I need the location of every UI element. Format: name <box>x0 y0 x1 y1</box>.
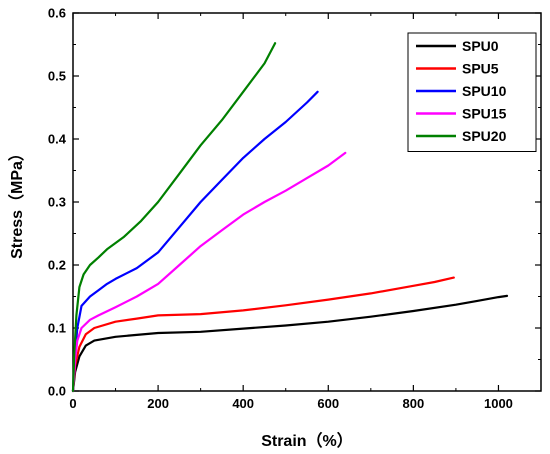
series-line-spu0 <box>71 294 509 393</box>
series-line-spu5 <box>71 276 455 393</box>
y-tick-label: 0.3 <box>48 195 66 210</box>
series-line-spu15 <box>71 151 347 393</box>
legend-label-spu20: SPU20 <box>462 128 507 144</box>
y-tick-label: 0.6 <box>48 6 66 21</box>
legend-label-spu0: SPU0 <box>462 38 499 54</box>
y-tick-label: 0.1 <box>48 321 66 336</box>
legend: SPU0 SPU5 SPU10 SPU15 SPU20 <box>407 32 537 152</box>
y-tick-label: 0.5 <box>48 69 66 84</box>
x-tick-label: 200 <box>147 396 169 411</box>
series-lines <box>71 42 509 393</box>
y-tick-label: 0.2 <box>48 258 66 273</box>
x-tick-label: 1000 <box>484 396 513 411</box>
series-line-spu10 <box>71 90 319 393</box>
y-tick-label: 0.0 <box>48 384 66 399</box>
series-line-spu20 <box>71 42 277 393</box>
y-tick-label: 0.4 <box>48 132 67 147</box>
x-tick-label: 400 <box>232 396 254 411</box>
y-axis-title: Stress（MPa） <box>8 145 26 259</box>
x-tick-label: 600 <box>317 396 339 411</box>
x-tick-label: 800 <box>403 396 425 411</box>
axis-ticks: 0 200 400 600 800 1000 0.0 0.1 0.2 0.3 0.4 0.5 0.6 <box>48 6 541 411</box>
x-axis-title: Strain（%） <box>261 432 353 450</box>
legend-label-spu5: SPU5 <box>462 61 499 77</box>
legend-label-spu15: SPU15 <box>462 106 507 122</box>
legend-label-spu10: SPU10 <box>462 83 507 99</box>
x-tick-label: 0 <box>69 396 76 411</box>
